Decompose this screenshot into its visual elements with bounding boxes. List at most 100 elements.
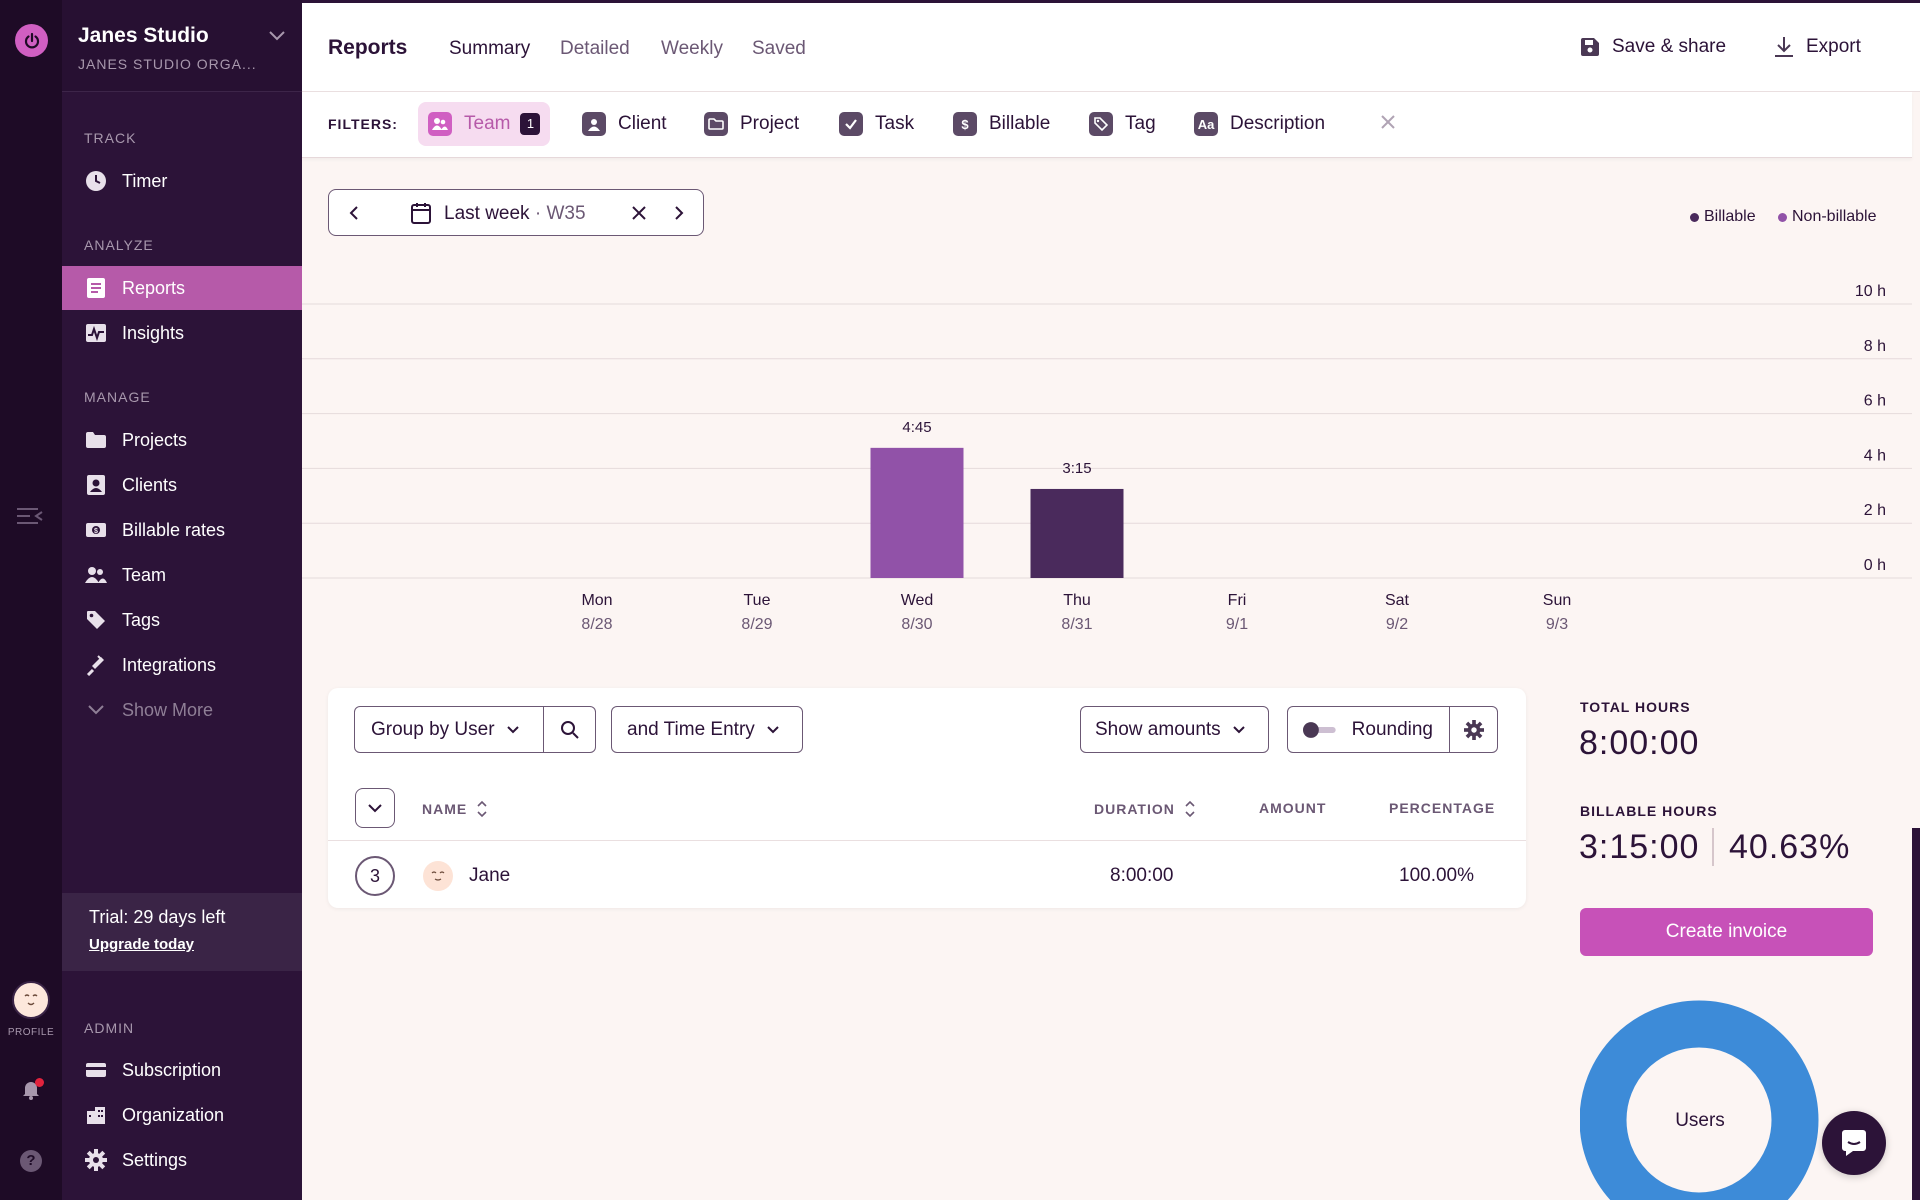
sidebar-item-label: Clients	[122, 474, 178, 495]
sidebar-item-team[interactable]: Team	[62, 553, 302, 597]
sidebar-item-reports[interactable]: Reports	[62, 266, 302, 310]
help-icon[interactable]: ?	[20, 1150, 42, 1172]
date-range-picker: Last week · W35	[328, 189, 704, 236]
search-button[interactable]	[544, 706, 596, 753]
folder-icon	[84, 428, 108, 452]
reports-icon	[84, 276, 108, 300]
toggle-switch-icon	[1302, 721, 1336, 738]
filter-tag-label: Tag	[1125, 113, 1156, 134]
sidebar-item-billable-rates[interactable]: $ Billable rates	[62, 508, 302, 552]
filter-client[interactable]: Client	[572, 102, 677, 146]
save-share-button[interactable]: Save & share	[1580, 36, 1726, 58]
filter-description[interactable]: Aa Description	[1184, 102, 1335, 146]
sidebar-item-integrations[interactable]: Integrations	[62, 643, 302, 687]
legend-billable-swatch	[1690, 212, 1699, 222]
bar-value-label: 3:15	[1062, 460, 1091, 477]
client-icon	[84, 473, 108, 497]
sidebar-item-label: Insights	[122, 322, 185, 343]
legend-non-billable: Non-billable	[1778, 208, 1877, 226]
filter-billable[interactable]: $ Billable	[943, 102, 1060, 146]
total-hours-value: 8:00:00	[1579, 724, 1700, 762]
column-amount: AMOUNT	[1259, 800, 1327, 816]
export-button[interactable]: Export	[1774, 36, 1861, 58]
clock-icon	[84, 169, 108, 193]
profile-avatar[interactable]	[12, 981, 50, 1019]
rounding-label: Rounding	[1351, 718, 1433, 740]
tab-saved[interactable]: Saved	[752, 38, 806, 59]
billable-percentage: 40.63%	[1729, 828, 1851, 866]
tab-weekly[interactable]: Weekly	[661, 38, 723, 59]
sort-icon	[1185, 800, 1195, 818]
sidebar-item-label: Team	[122, 564, 167, 585]
chat-icon	[1842, 1130, 1866, 1156]
tab-summary[interactable]: Summary	[449, 38, 531, 59]
total-hours-label: TOTAL HOURS	[1580, 699, 1691, 715]
svg-text:$: $	[94, 528, 98, 535]
sidebar-item-timer[interactable]: Timer	[62, 159, 302, 203]
week-number: W35	[546, 203, 586, 224]
sidebar-item-settings[interactable]: Settings	[62, 1138, 302, 1182]
chat-support-button[interactable]	[1822, 1111, 1886, 1175]
x-tick-date: 8/28	[581, 616, 612, 633]
x-tick-day: Mon	[581, 592, 612, 609]
filter-task[interactable]: Task	[829, 102, 924, 146]
date-range-label[interactable]: Last week · W35	[444, 203, 586, 225]
trial-banner: Trial: 29 days left Upgrade today	[62, 893, 302, 971]
rounding-toggle[interactable]: Rounding	[1287, 706, 1450, 753]
card-icon	[84, 1058, 108, 1082]
date-range-text: Last week	[444, 203, 530, 224]
collapse-sidebar-icon[interactable]	[16, 506, 44, 526]
sidebar-item-organization[interactable]: Organization	[62, 1093, 302, 1137]
sidebar-item-clients[interactable]: Clients	[62, 463, 302, 507]
column-name[interactable]: NAME	[422, 800, 487, 818]
column-duration[interactable]: DURATION	[1094, 800, 1195, 818]
previous-week-icon[interactable]	[349, 205, 359, 221]
profile-label: PROFILE	[7, 1027, 55, 1038]
sidebar-item-subscription[interactable]: Subscription	[62, 1048, 302, 1092]
calendar-icon[interactable]	[411, 202, 431, 224]
filter-tag[interactable]: Tag	[1079, 102, 1166, 146]
power-logo-icon[interactable]	[15, 24, 48, 57]
section-admin: ADMIN	[84, 1020, 135, 1036]
tab-detailed[interactable]: Detailed	[560, 38, 630, 59]
expand-all-button[interactable]	[355, 788, 395, 828]
save-icon	[1581, 38, 1599, 56]
scrollbar[interactable]	[1912, 828, 1920, 1200]
sidebar-item-insights[interactable]: Insights	[62, 311, 302, 355]
text-icon: Aa	[1194, 112, 1218, 136]
money-icon: $	[84, 518, 108, 542]
clear-filters-icon[interactable]	[1380, 114, 1396, 130]
group-by-select[interactable]: Group by User	[354, 706, 544, 753]
next-week-icon[interactable]	[674, 205, 684, 221]
upgrade-link[interactable]: Upgrade today	[89, 936, 195, 953]
save-share-label: Save & share	[1612, 36, 1727, 57]
y-tick-label: 4 h	[1864, 447, 1886, 464]
notification-bell-icon[interactable]	[20, 1078, 42, 1100]
y-tick-label: 8 h	[1864, 338, 1886, 355]
sidebar-item-tags[interactable]: Tags	[62, 598, 302, 642]
show-amounts-select[interactable]: Show amounts	[1080, 706, 1269, 753]
table-settings-button[interactable]	[1450, 706, 1498, 753]
users-donut-chart	[1580, 1000, 1819, 1200]
create-invoice-button[interactable]: Create invoice	[1580, 908, 1873, 956]
page-title: Reports	[328, 36, 408, 59]
sub-group-select[interactable]: and Time Entry	[611, 706, 803, 753]
table-divider	[328, 840, 1526, 841]
section-analyze: ANALYZE	[84, 237, 154, 253]
clear-date-icon[interactable]	[631, 205, 647, 221]
workspace-switcher[interactable]: Janes Studio JANES STUDIO ORGA...	[62, 0, 302, 92]
gear-icon	[1463, 719, 1484, 740]
row-entry-count[interactable]: 3	[355, 856, 395, 896]
billable-hours-label: BILLABLE HOURS	[1580, 803, 1718, 819]
workspace-name: Janes Studio	[78, 24, 209, 47]
sidebar-item-projects[interactable]: Projects	[62, 418, 302, 462]
sidebar-item-show-more[interactable]: Show More	[62, 688, 302, 732]
chevron-down-icon	[767, 725, 779, 733]
filter-team[interactable]: Team 1	[418, 102, 551, 146]
team-icon	[84, 563, 108, 587]
x-tick-day: Sat	[1385, 592, 1410, 609]
sidebar-item-label: Integrations	[122, 654, 217, 675]
filter-project[interactable]: Project	[694, 102, 809, 146]
client-icon	[582, 112, 606, 136]
notification-dot	[35, 1078, 44, 1087]
